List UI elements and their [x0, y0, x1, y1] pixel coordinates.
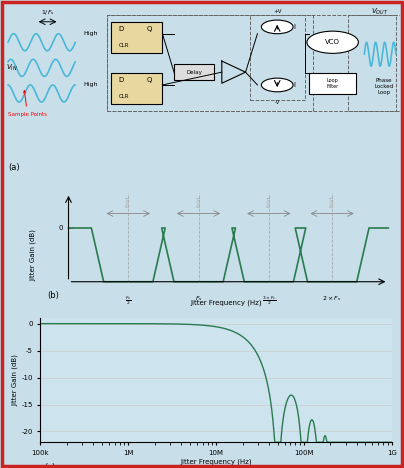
Text: $F_s$: $F_s$	[195, 294, 202, 303]
Circle shape	[307, 31, 358, 53]
Text: Jitter Frequency (Hz): Jitter Frequency (Hz)	[191, 299, 263, 306]
Text: Jitter Gain (dB): Jitter Gain (dB)	[30, 229, 37, 281]
FancyBboxPatch shape	[174, 65, 214, 80]
Text: CLR: CLR	[119, 95, 129, 99]
Text: $1/F_s$: $1/F_s$	[41, 8, 55, 17]
Text: High: High	[83, 31, 98, 36]
Text: VCO: VCO	[325, 39, 340, 45]
Text: I: I	[293, 24, 295, 30]
FancyBboxPatch shape	[111, 73, 162, 104]
Text: $2\times F_s$: $2\times F_s$	[322, 294, 342, 303]
Circle shape	[261, 78, 293, 92]
Text: Fold: Fold	[196, 196, 201, 207]
Text: Q: Q	[147, 26, 152, 32]
Text: 0: 0	[59, 225, 63, 231]
Text: +V: +V	[273, 9, 282, 14]
Text: Sample Points: Sample Points	[8, 90, 47, 117]
Text: High: High	[83, 82, 98, 88]
Text: $V_{OUT}$: $V_{OUT}$	[371, 7, 389, 16]
Y-axis label: Jitter Gain (dB): Jitter Gain (dB)	[12, 354, 19, 406]
Text: -V: -V	[275, 100, 280, 105]
Text: $V_{IN}$: $V_{IN}$	[6, 63, 18, 73]
Text: D: D	[119, 77, 124, 83]
Text: $\frac{3\times F_s}{2}$: $\frac{3\times F_s}{2}$	[262, 294, 276, 307]
Text: (c): (c)	[44, 462, 55, 468]
X-axis label: Jitter Frequency (Hz): Jitter Frequency (Hz)	[180, 459, 252, 465]
Text: D: D	[119, 26, 124, 32]
FancyBboxPatch shape	[111, 22, 162, 52]
Text: Fold: Fold	[266, 196, 271, 207]
FancyBboxPatch shape	[309, 73, 356, 94]
Text: Loop
Filter: Loop Filter	[326, 78, 339, 88]
Text: Fold: Fold	[126, 196, 131, 207]
Text: Fold: Fold	[330, 196, 335, 207]
Text: (a): (a)	[8, 163, 20, 172]
Text: I: I	[293, 82, 295, 88]
Text: Phase
Locked
Loop: Phase Locked Loop	[375, 78, 393, 95]
Text: $\frac{F_s}{2}$: $\frac{F_s}{2}$	[125, 294, 131, 307]
Circle shape	[261, 20, 293, 34]
Text: Q: Q	[147, 77, 152, 83]
Text: Delay: Delay	[186, 70, 202, 75]
Text: (b): (b)	[47, 291, 59, 300]
Text: CLR: CLR	[119, 43, 129, 48]
